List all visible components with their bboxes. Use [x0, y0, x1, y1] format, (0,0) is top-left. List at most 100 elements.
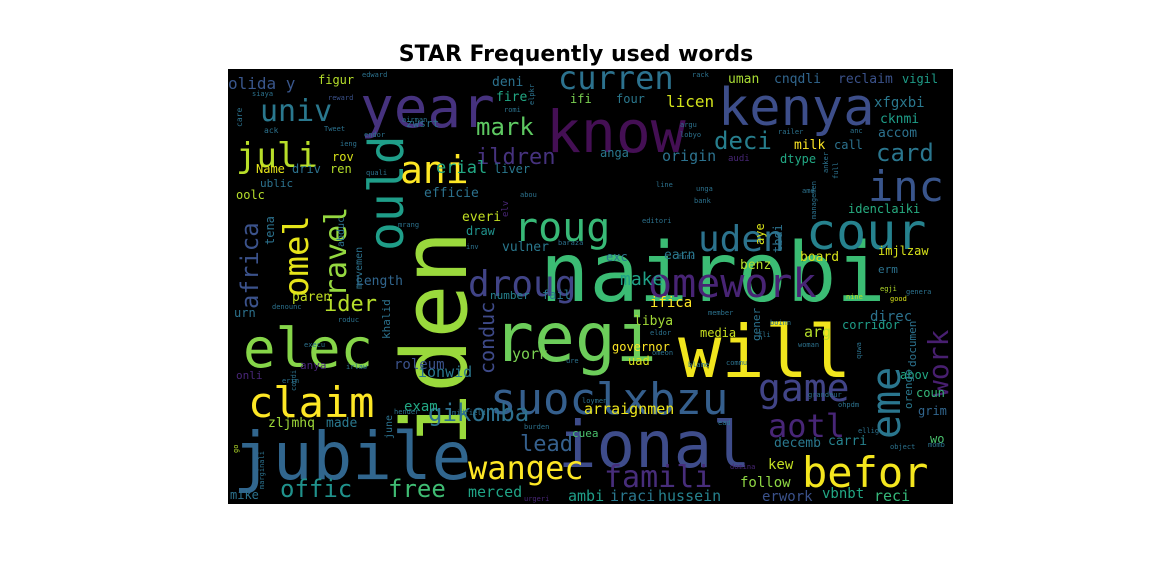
word-documen: documen [906, 321, 919, 367]
word-curren: curren [558, 69, 674, 97]
word-carri: carri [828, 434, 867, 449]
word-cnqdli: cnqdli [774, 72, 821, 87]
word-ambi: ambi [568, 487, 604, 504]
word-burden: burden [524, 423, 549, 431]
word-earn: earn [664, 248, 695, 263]
word-make: make [620, 269, 663, 290]
word-xfgxbi: xfgxbi [874, 95, 925, 111]
word-cuea: cuea [572, 427, 599, 440]
word-offic: offic [280, 475, 352, 503]
word-cloud: nairobi iden regi will jubile ional know year ke… [228, 69, 953, 504]
word-inv: inv [466, 243, 479, 251]
word-famili: famili [604, 460, 712, 495]
word-wangec: wangec [468, 449, 584, 487]
word-argu: argu [680, 121, 697, 129]
word-rack: rack [692, 71, 710, 79]
word-ional: ional [558, 409, 751, 483]
word-roug: roug [514, 205, 610, 251]
word-Length: Length [356, 274, 403, 289]
word-ionwid: ionwid [418, 363, 472, 381]
word-ohpdm: ohpdm [838, 401, 859, 409]
word-ren: ren [330, 162, 352, 176]
word-cknmi: cknmi [880, 112, 919, 127]
word-bank: bank [694, 197, 712, 205]
word-romi: romi [504, 106, 521, 114]
word-card: card [876, 139, 934, 167]
word-jubile: jubile [233, 418, 471, 495]
word-mrang: mrang [398, 221, 419, 229]
word-tena: tena [263, 216, 277, 245]
word-commu: commu [726, 359, 747, 367]
word-exc: exc [606, 250, 628, 264]
word-vbnbt: vbnbt [822, 486, 864, 502]
word-ellig: ellig [858, 427, 879, 435]
word-ublic: ublic [260, 177, 293, 190]
word-corridor: corridor [842, 318, 900, 332]
word-momb: momb [928, 441, 945, 449]
word-exam: exam [404, 399, 438, 415]
word-editori: editori [642, 217, 672, 225]
word-execu: execu [304, 341, 325, 349]
word-hussein: hussein [658, 487, 721, 504]
word-kew: kew [768, 457, 794, 473]
word-regi: regi [493, 299, 657, 378]
word-nine: nine [846, 293, 863, 301]
word-aotl: aotl [768, 407, 845, 445]
word-object: object [890, 443, 915, 451]
word-erial: erial [436, 158, 487, 178]
word-oolc: oolc [236, 188, 265, 202]
word-africa: africa [236, 222, 264, 309]
word-made: made [326, 416, 357, 431]
word-follow: follow [740, 475, 791, 491]
word-managemen: managemen [810, 181, 818, 219]
word-befor: befor [802, 448, 928, 497]
word-baraza: baraza [558, 239, 583, 247]
word-cour: cour [806, 203, 926, 261]
word-woman: woman [798, 341, 819, 349]
word-reward: reward [328, 94, 353, 102]
word-draw: draw [466, 224, 496, 238]
word-edward: edward [362, 71, 387, 79]
word-full: full [832, 162, 840, 179]
word-grim: grim [918, 404, 947, 418]
word-milk: milk [794, 138, 825, 153]
word-ildren: ildren [476, 145, 555, 170]
word-call: call [834, 138, 863, 152]
word-movemen: movemen [354, 247, 365, 289]
word-suoclxbzu: suoclxbzu [490, 374, 728, 425]
word-ider: ider [324, 292, 377, 317]
word-fire: fire [496, 90, 527, 105]
word-libya: libya [634, 314, 673, 329]
word-mark: mark [476, 113, 534, 141]
word-urn: urn [234, 306, 256, 320]
word-rov: rov [332, 150, 354, 164]
word-board: board [800, 250, 839, 265]
word-work: work [922, 329, 953, 397]
word-roduc: roduc [338, 316, 359, 324]
word-imjlzaw: imjlzaw [878, 244, 929, 258]
word-eme: eme [864, 367, 910, 439]
word-go: go [232, 445, 240, 453]
word-inc: inc [868, 162, 944, 211]
word-egji: egji [880, 285, 897, 293]
word-decemb: decemb [774, 436, 821, 451]
word-blame: blame [688, 361, 709, 369]
word-fail: fail [542, 288, 571, 302]
word-ravel: ravel [319, 207, 354, 297]
word-cloud-svg: nairobi iden regi will jubile ional know year ke… [228, 69, 953, 504]
word-omework: omework [648, 261, 817, 307]
word-juli: juli [236, 136, 318, 176]
word-marginali: marginali [258, 451, 266, 489]
word-game: game [758, 366, 850, 410]
word-elv: elv [501, 201, 511, 217]
word-unga: unga [696, 185, 713, 193]
word-uad: uad [628, 354, 650, 368]
word-genera: genera [906, 288, 931, 296]
word-elpkr: elpkr [528, 84, 536, 105]
word-uden: uden [698, 219, 785, 260]
word-Tweet: Tweet [324, 125, 345, 133]
word-four: four [616, 92, 645, 106]
word-anker: anker [822, 152, 830, 173]
word-orengo: orengo [902, 369, 915, 409]
word-governor: governor [612, 340, 670, 354]
